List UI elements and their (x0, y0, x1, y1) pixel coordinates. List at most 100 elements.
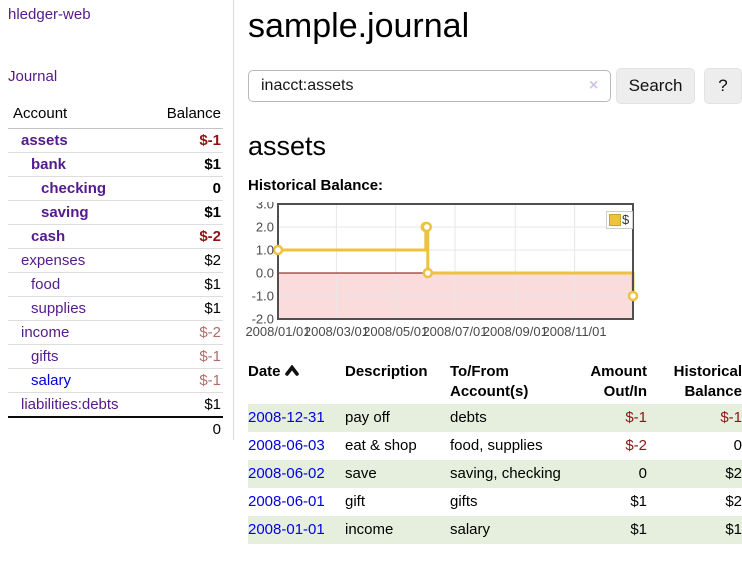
y-tick-label: 2.0 (256, 220, 274, 235)
sidebar-account-link-saving[interactable]: saving (41, 204, 89, 221)
sidebar-account-link-supplies[interactable]: supplies (31, 300, 87, 317)
accounts-table-body: assets $-1 bank $1 checking 0 saving $1 cash $-2 e… (8, 129, 223, 417)
y-tick-label: -1.0 (252, 289, 274, 304)
sort-ascending-icon (284, 362, 299, 382)
account-row: checking 0 (8, 176, 223, 201)
account-balance: $1 (146, 152, 223, 177)
y-tick-label: -2.0 (252, 312, 274, 327)
account-row: saving $1 (8, 200, 223, 225)
accounts-table: Account Balance assets $-1 bank $1 checking 0… (8, 103, 223, 441)
legend-swatch (609, 214, 621, 227)
transaction-row: 2008-12-31 pay off debts $-1 $-1 (248, 404, 742, 433)
accounts-header-balance: Balance (146, 103, 223, 129)
sidebar-account-link-liabilities-debts[interactable]: liabilities:debts (21, 396, 119, 413)
transaction-description: income (345, 521, 394, 539)
transaction-balance: $2 (725, 493, 742, 511)
main-content: sample.journal × Search ? assets Histori… (245, 0, 742, 545)
y-tick-label: 0.0 (256, 266, 274, 281)
account-heading: assets (248, 131, 327, 162)
accounts-total-spacer (8, 416, 147, 441)
register-header-accounts: To/From Account(s) (450, 363, 529, 401)
sidebar-account-link-expenses[interactable]: expenses (21, 252, 86, 269)
chart-legend: $ (606, 211, 633, 230)
sidebar-item-journal[interactable]: Journal (8, 68, 58, 85)
x-tick-label: 2008/11/01 (543, 324, 607, 339)
transaction-row: 2008-06-01 gift gifts $1 $2 (248, 488, 742, 516)
sidebar: hledger-web Journal Account Balance asse… (0, 0, 234, 441)
account-balance: 0 (146, 176, 223, 201)
x-tick-label: 2008/03/01 (304, 324, 369, 339)
account-row: income $-2 (8, 320, 223, 345)
chart-title: Historical Balance: (248, 177, 384, 195)
account-row: expenses $2 (8, 248, 223, 273)
sidebar-account-link-income[interactable]: income (21, 324, 70, 341)
register-header-balance: Historical Balance (673, 363, 742, 401)
data-point-marker (421, 221, 433, 233)
register-header-row: Date Description To/From Account(s) Amount … (248, 360, 742, 404)
transaction-date-link[interactable]: 2008-12-31 (248, 409, 325, 427)
transaction-accounts: saving, checking (450, 465, 561, 483)
sidebar-account-link-food[interactable]: food (31, 276, 61, 293)
page-title: sample.journal (248, 7, 470, 45)
x-tick-label: 2008/07/01 (422, 324, 487, 339)
account-balance: $1 (146, 296, 223, 321)
account-balance: $-2 (146, 224, 223, 249)
account-row: bank $1 (8, 152, 223, 177)
x-tick-label: 2008/01/01 (245, 324, 310, 339)
balance-chart-container: $3.0 2.0 1.0 0.0 -1.0 -2.0 2008/01/01 2008/03/0… (245, 197, 742, 342)
data-point-marker (422, 267, 434, 279)
transaction-amount: $-2 (625, 437, 647, 455)
transaction-description: save (345, 465, 377, 483)
register-table: Date Description To/From Account(s) Amount … (248, 360, 742, 545)
transaction-balance: $2 (725, 465, 742, 483)
transaction-accounts: salary (450, 521, 491, 539)
account-balance: $-1 (146, 344, 223, 369)
transaction-amount: 0 (638, 465, 647, 483)
transaction-date-link[interactable]: 2008-06-01 (248, 493, 325, 511)
transaction-row: 2008-01-01 income salary $1 $1 (248, 516, 742, 545)
account-balance: $-2 (146, 320, 223, 345)
transaction-date-link[interactable]: 2008-06-02 (248, 465, 325, 483)
register-header-description: Description (345, 363, 428, 381)
historical-balance-chart: $3.0 2.0 1.0 0.0 -1.0 -2.02008/01/012008/03/0… (245, 197, 639, 339)
clear-search-icon[interactable]: × (589, 77, 599, 95)
account-row: gifts $-1 (8, 344, 223, 369)
register-table-body: 2008-12-31 pay off debts $-1 $-1 2008-06-03 ea… (248, 404, 742, 545)
brand-link[interactable]: hledger-web (8, 6, 91, 23)
plot-frame (277, 203, 634, 321)
transaction-accounts: gifts (450, 493, 478, 511)
transaction-balance: $1 (725, 521, 742, 539)
transaction-row: 2008-06-02 save saving, checking 0 $2 (248, 460, 742, 489)
transaction-date-link[interactable]: 2008-01-01 (248, 521, 325, 539)
register-header-amount: Amount Out/In (590, 363, 647, 401)
transaction-description: eat & shop (345, 437, 417, 455)
transaction-amount: $-1 (625, 409, 647, 427)
accounts-total-row: 0 (8, 416, 223, 441)
sidebar-account-link-gifts[interactable]: gifts (31, 348, 59, 365)
account-row: liabilities:debts $1 (8, 392, 223, 417)
account-row: food $1 (8, 272, 223, 297)
search-bar: × Search ? (248, 68, 742, 105)
transaction-accounts: debts (450, 409, 487, 427)
sidebar-account-link-checking[interactable]: checking (41, 180, 107, 197)
account-balance: $1 (146, 392, 223, 417)
x-tick-label: 2008/09/01 (483, 324, 548, 339)
search-button[interactable]: Search (616, 68, 695, 105)
register-header-date[interactable]: Date (248, 360, 345, 404)
accounts-total-value: 0 (146, 416, 223, 441)
sidebar-account-link-assets[interactable]: assets (21, 132, 68, 149)
y-tick-label: 3.0 (256, 202, 274, 212)
account-balance: $-1 (146, 368, 223, 393)
transaction-date-link[interactable]: 2008-06-03 (248, 437, 325, 455)
transaction-accounts: food, supplies (450, 437, 543, 455)
search-input[interactable] (248, 70, 611, 103)
sidebar-account-link-bank[interactable]: bank (31, 156, 67, 173)
sidebar-account-link-cash[interactable]: cash (31, 228, 66, 245)
transaction-description: gift (345, 493, 366, 511)
transaction-balance: $-1 (720, 409, 742, 427)
legend-label: $ (622, 212, 630, 227)
help-button[interactable]: ? (704, 68, 742, 105)
sidebar-account-link-salary[interactable]: salary (31, 372, 72, 389)
accounts-header-account: Account (8, 103, 147, 129)
